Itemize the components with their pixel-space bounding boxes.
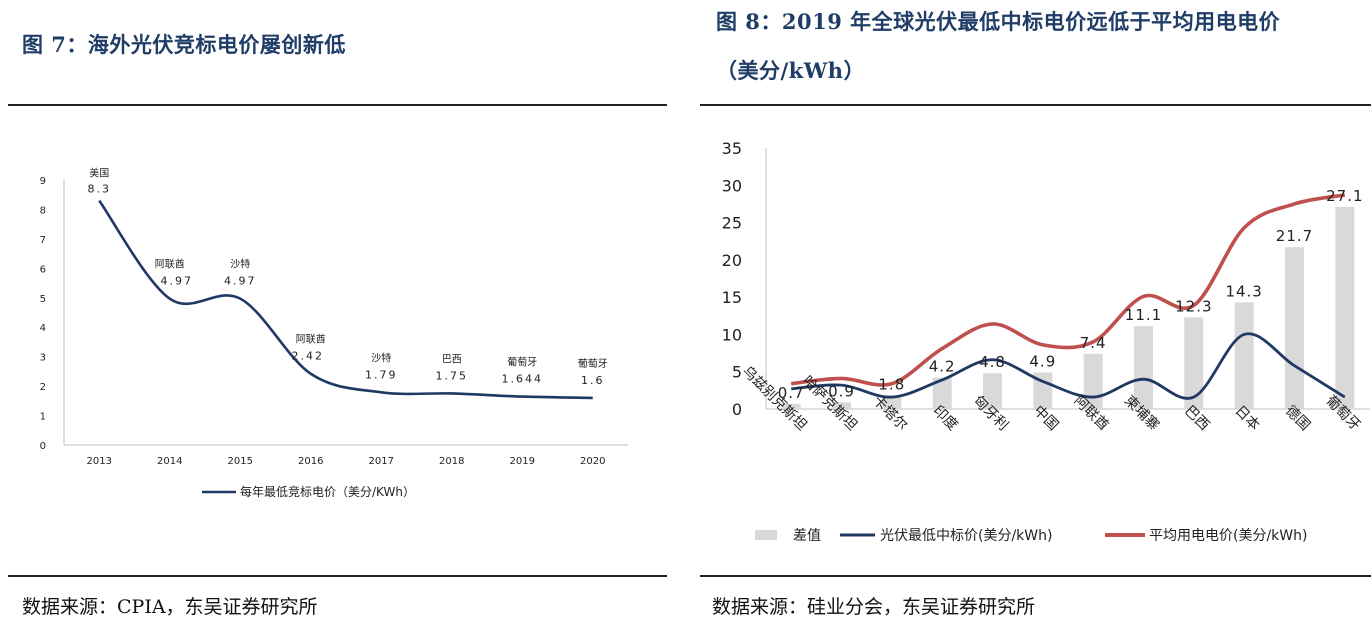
bar-data-label: 27.1: [1326, 187, 1363, 205]
point-value-label: 2.42: [292, 350, 325, 363]
point-value-label: 1.79: [365, 368, 398, 381]
x-tick-label: 2013: [87, 456, 112, 467]
point-country-label: 巴西: [442, 353, 462, 365]
y-tick-label: 25: [722, 214, 742, 233]
left-figure-title: 图 7：海外光伏竞标电价屡创新低: [22, 32, 346, 57]
series-line-lowest-bid-price: [791, 332, 1346, 400]
point-country-label: 沙特: [230, 259, 250, 271]
bar-data-label: 14.3: [1225, 282, 1262, 300]
bar-difference: [832, 402, 851, 409]
y-tick-label: 15: [722, 288, 742, 307]
y-tick-label: 3: [40, 353, 46, 364]
legend-label: 每年最低竞标电价（美分/KWh）: [240, 484, 415, 499]
y-tick-label: 5: [732, 363, 742, 382]
left-title-rule: [8, 104, 667, 106]
point-value-label: 4.97: [224, 275, 257, 288]
bar-difference: [1234, 302, 1254, 409]
x-tick-label: 2018: [439, 456, 464, 467]
y-tick-label: 4: [40, 323, 46, 334]
y-tick-label: 5: [40, 294, 46, 305]
y-tick-label: 8: [40, 205, 46, 216]
x-tick-label: 2014: [157, 456, 182, 467]
bar-data-label: 11.1: [1125, 306, 1162, 324]
legend-label-lowest-bid: 光伏最低中标价(美分/kWh): [880, 528, 1052, 544]
legend-label-difference: 差值: [793, 528, 821, 544]
y-tick-label: 0: [732, 400, 742, 419]
y-tick-label: 6: [40, 264, 46, 275]
point-value-label: 1.6: [581, 374, 605, 387]
x-tick-label: 2017: [369, 456, 394, 467]
bar-data-label: 12.3: [1175, 297, 1212, 315]
right-source: 数据来源：硅业分会，东吴证券研究所: [712, 596, 1036, 618]
point-value-label: 8.3: [88, 183, 112, 196]
left-source: 数据来源：CPIA，东吴证券研究所: [22, 596, 318, 618]
left-chart: 0 1 2 3 4 5 6 7 8 9 2013 2014 2015 2016 2017 2018 2019 20…: [40, 167, 628, 499]
y-tick-label: 2: [40, 382, 46, 393]
bar-data-label: 0.7: [778, 384, 805, 402]
x-tick-label: 2020: [580, 456, 605, 467]
bar-difference: [781, 403, 801, 409]
bar-difference: [882, 395, 902, 409]
legend-swatch-difference: [755, 530, 777, 540]
series-line-lowest-bid-price: [98, 199, 593, 400]
x-tick-label: 2019: [510, 456, 535, 467]
bar-data-label: 7.4: [1080, 334, 1107, 352]
y-tick-label: 1: [40, 412, 46, 423]
x-tick-label: 2016: [298, 456, 323, 467]
point-value-label: 4.97: [161, 275, 194, 288]
bar-data-label: 21.7: [1276, 227, 1313, 245]
point-value-label: 1.644: [502, 373, 544, 386]
point-country-label: 阿联酋: [296, 333, 326, 346]
point-country-label: 葡萄牙: [507, 356, 537, 369]
bar-difference: [1033, 372, 1053, 409]
bar-data-label: 0.9: [828, 382, 855, 400]
point-country-label: 阿联酋: [155, 258, 185, 271]
series-line-average-price: [790, 193, 1346, 387]
bar-difference: [983, 373, 1002, 409]
x-tick-label: 2015: [228, 456, 253, 467]
bar-data-label: 4.9: [1029, 352, 1056, 370]
bar-difference: [1335, 206, 1355, 409]
bar-data-label: 4.8: [979, 353, 1006, 371]
y-tick-label: 30: [722, 176, 742, 195]
bar-difference: [1184, 317, 1204, 409]
y-tick-label: 7: [40, 235, 46, 246]
right-title-rule: [700, 104, 1371, 106]
bar-difference: [932, 377, 952, 409]
right-figure-title-line2: （美分/kWh）: [716, 58, 866, 83]
right-figure-title-line1: 图 8：2019 年全球光伏最低中标电价远低于平均用电电价: [716, 9, 1281, 34]
point-country-label: 美国: [89, 167, 109, 180]
point-country-label: 沙特: [371, 352, 391, 364]
bar-data-label: 1.8: [878, 376, 905, 394]
y-tick-label: 10: [722, 325, 742, 344]
left-source-rule: [8, 575, 667, 577]
bar-difference: [1285, 247, 1304, 409]
y-tick-label: 35: [722, 139, 742, 158]
bar-difference: [1134, 326, 1153, 409]
right-chart: 0 5 10 15 20 25 30 35 0.7 0.9 1.8 4.2 4.8 4.9 7.4 11.1 1…: [722, 139, 1370, 544]
point-value-label: 1.75: [436, 369, 469, 382]
point-country-label: 葡萄牙: [578, 357, 608, 370]
y-tick-label: 9: [40, 176, 46, 187]
legend-label-average-price: 平均用电电价(美分/kWh): [1149, 528, 1307, 544]
right-source-rule: [700, 575, 1371, 577]
bar-data-label: 4.2: [929, 358, 956, 376]
y-tick-label: 0: [40, 441, 46, 452]
y-tick-label: 20: [722, 251, 742, 270]
